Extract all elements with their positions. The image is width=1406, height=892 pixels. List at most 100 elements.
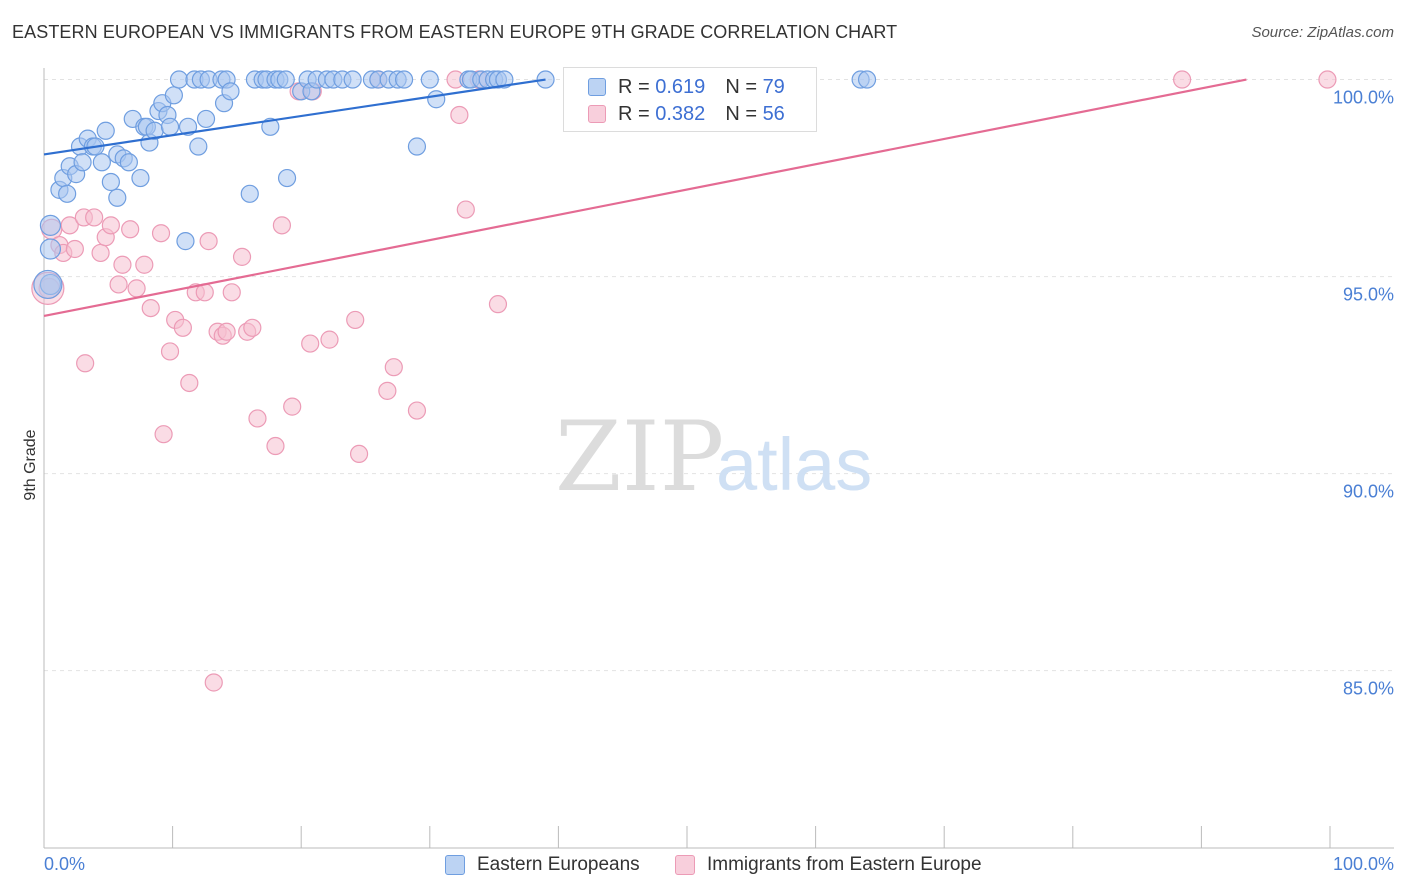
immigrants-point <box>1318 70 1337 89</box>
legend-row-eastern-europeans: R = 0.619 N = 79 <box>588 73 785 101</box>
immigrants-point <box>121 220 140 239</box>
immigrants-point <box>141 298 160 318</box>
trend-lines <box>43 78 1247 318</box>
eastern-europeans-point <box>427 90 446 109</box>
immigrants-point <box>113 255 132 274</box>
immigrants-point <box>160 342 180 361</box>
bottom-legend-eastern-europeans: Eastern Europeans <box>445 852 640 878</box>
eastern-europeans-point <box>420 70 439 89</box>
eastern-europeans-point <box>169 70 189 89</box>
immigrants-point <box>76 354 95 373</box>
eastern-europeans-point <box>407 137 427 156</box>
eastern-europeans-point <box>189 137 208 156</box>
immigrants-point <box>1173 70 1192 89</box>
eastern-europeans-point <box>119 153 138 172</box>
eastern-europeans-point <box>33 269 63 300</box>
immigrants-point <box>266 436 285 456</box>
eastern-europeans-point <box>178 117 198 136</box>
axes <box>43 68 1394 849</box>
legend-r-value: 0.619 <box>655 75 706 98</box>
eastern-europeans-point <box>176 232 195 251</box>
immigrants-point <box>204 673 223 692</box>
eastern-europeans-point <box>96 121 115 140</box>
immigrants-point <box>60 216 79 235</box>
eastern-europeans-point <box>92 153 111 172</box>
trend-line-eastern-europeans <box>43 78 546 156</box>
eastern-europeans-point <box>221 82 240 101</box>
immigrants-point <box>407 401 427 420</box>
y-tick-label: 100.0% <box>1333 88 1394 108</box>
watermark-atlas: atlas <box>716 423 872 506</box>
immigrants-point <box>488 295 508 314</box>
legend-r-label: R = <box>618 75 650 98</box>
eastern-europeans-point <box>495 70 514 89</box>
immigrants-point <box>346 310 365 330</box>
immigrants-point <box>248 409 267 428</box>
bottom-legend-swatch-blue <box>445 855 465 875</box>
legend-n-value: 79 <box>762 75 785 98</box>
y-tick-label: 90.0% <box>1343 482 1394 502</box>
immigrants-point <box>91 243 110 263</box>
y-axis-label: 9th Grade <box>22 429 39 500</box>
immigrants-point <box>217 322 236 341</box>
immigrants-point <box>272 216 292 235</box>
immigrants-point <box>243 318 262 337</box>
bottom-legend-immigrants: Immigrants from Eastern Europe <box>675 852 982 878</box>
immigrants-point <box>283 397 302 416</box>
eastern-europeans-point <box>39 238 62 260</box>
eastern-europeans-point <box>73 153 92 172</box>
eastern-europeans-point <box>164 86 183 105</box>
bottom-legend-label: Eastern Europeans <box>477 854 640 875</box>
legend-n-label: N = <box>725 102 757 125</box>
eastern-europeans-point <box>240 184 259 203</box>
x-tick-label-min: 0.0% <box>44 854 85 874</box>
immigrants-point <box>127 279 146 298</box>
series-immigrants-points <box>31 70 1337 692</box>
immigrants-point <box>450 105 469 125</box>
immigrants-point <box>135 255 154 274</box>
eastern-europeans-point <box>108 188 127 207</box>
bottom-legend-swatch-pink <box>675 855 695 875</box>
y-tick-label: 85.0% <box>1343 679 1394 699</box>
chart-title: EASTERN EUROPEAN VS IMMIGRANTS FROM EAST… <box>12 22 898 42</box>
eastern-europeans-point <box>343 70 362 89</box>
immigrants-point <box>384 358 403 377</box>
immigrants-point <box>456 200 475 219</box>
eastern-europeans-point <box>277 168 297 188</box>
eastern-europeans-point <box>101 172 120 192</box>
source-label: Source: ZipAtlas.com <box>1251 24 1394 41</box>
immigrants-point <box>173 318 192 337</box>
immigrants-point <box>65 239 84 259</box>
eastern-europeans-point <box>58 184 77 203</box>
eastern-europeans-point <box>857 70 877 89</box>
eastern-europeans-point <box>131 168 150 188</box>
eastern-europeans-point <box>39 214 62 236</box>
legend-swatch-blue <box>588 78 606 96</box>
immigrants-point <box>180 373 199 393</box>
immigrants-point <box>320 330 339 349</box>
immigrants-point <box>199 232 218 251</box>
legend-r-label: R = <box>618 102 650 125</box>
immigrants-point <box>101 216 120 235</box>
immigrants-point <box>151 224 171 243</box>
eastern-europeans-point <box>196 109 216 129</box>
immigrants-point <box>349 444 369 464</box>
immigrants-point <box>222 283 241 302</box>
immigrants-point <box>154 425 173 444</box>
legend-swatch-pink <box>588 105 606 123</box>
eastern-europeans-point <box>394 70 414 89</box>
watermark-zip: ZIP <box>555 401 724 513</box>
x-tick-label-max: 100.0% <box>1333 854 1394 874</box>
eastern-europeans-point <box>276 70 295 89</box>
watermark: ZIP atlas <box>555 401 872 513</box>
immigrants-point <box>232 247 252 266</box>
grid-lines <box>44 79 1394 672</box>
trend-line-immigrants <box>43 78 1247 318</box>
immigrants-point <box>109 275 128 294</box>
immigrants-point <box>85 208 104 227</box>
immigrants-point <box>301 334 320 353</box>
legend-row-immigrants: R = 0.382 N = 56 <box>588 100 785 128</box>
bottom-legend-label: Immigrants from Eastern Europe <box>707 854 982 875</box>
stats-legend: R = 0.619 N = 79 R = 0.382 N = 56 <box>563 67 817 132</box>
